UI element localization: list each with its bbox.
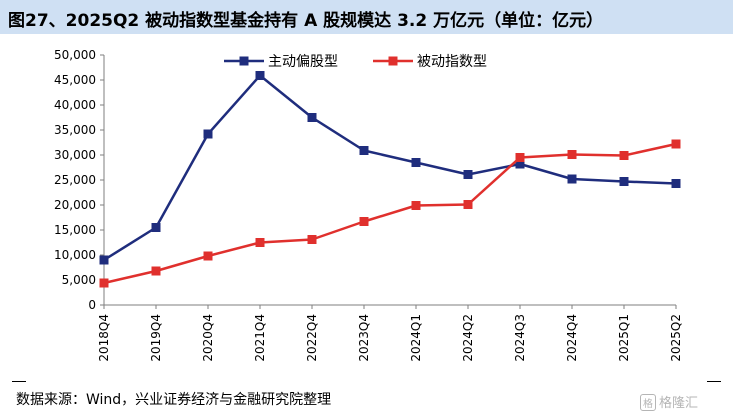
series-line [103, 74, 677, 262]
data-point [619, 177, 629, 186]
data-point [619, 151, 629, 160]
series-line [103, 142, 677, 285]
data-point [359, 217, 369, 226]
watermark-logo-icon: 格 [640, 394, 656, 411]
data-point [463, 170, 473, 179]
page-title: 图27、2025Q2 被动指数型基金持有 A 股规模达 3.2 万亿元（单位：亿… [8, 11, 604, 31]
x-tick-label: 2025Q1 [617, 314, 631, 362]
data-point [411, 201, 421, 210]
series-1 [99, 71, 681, 265]
x-tick-label: 2024Q1 [409, 314, 423, 362]
y-tick-label: 40,000 [54, 98, 96, 112]
y-tick-label: 25,000 [54, 173, 96, 187]
data-point [203, 129, 213, 139]
data-point [515, 159, 525, 169]
legend-label: 主动偏股型 [268, 54, 338, 70]
y-tick-label: 0 [88, 298, 96, 312]
watermark: 格格隆汇 [640, 392, 698, 411]
data-point [411, 158, 421, 167]
footer-rule-right [707, 381, 721, 382]
y-tick-label: 20,000 [54, 198, 96, 212]
x-tick-label: 2021Q4 [253, 314, 267, 362]
data-point [359, 146, 369, 155]
watermark-text: 格隆汇 [659, 396, 699, 411]
data-point [307, 113, 317, 122]
data-point [567, 150, 577, 159]
data-point [151, 223, 161, 232]
title-bar: 图27、2025Q2 被动指数型基金持有 A 股规模达 3.2 万亿元（单位：亿… [0, 0, 733, 34]
y-tick-label: 45,000 [54, 73, 96, 87]
series-2 [99, 139, 681, 288]
x-tick-label: 2025Q2 [669, 314, 683, 362]
y-tick-label: 50,000 [54, 48, 96, 62]
legend-marker [239, 56, 249, 66]
legend-marker [388, 56, 398, 66]
x-tick-label: 2018Q4 [97, 314, 111, 362]
data-point [255, 238, 265, 247]
y-tick-label: 5,000 [62, 273, 96, 287]
footer-rule-left [12, 381, 26, 382]
y-tick-label: 35,000 [54, 123, 96, 137]
source-note: 数据来源：Wind，兴业证券经济与金融研究院整理 [16, 392, 332, 408]
data-point [463, 200, 473, 209]
data-point [671, 179, 681, 188]
x-tick-label: 2024Q2 [461, 314, 475, 362]
data-point [255, 71, 265, 80]
data-point [203, 251, 213, 261]
x-tick-label: 2023Q4 [357, 314, 371, 362]
x-tick-label: 2020Q4 [201, 314, 215, 362]
data-point [307, 235, 317, 244]
data-point [671, 139, 681, 149]
data-point [151, 266, 161, 276]
data-point [515, 153, 525, 162]
chart-series [99, 71, 681, 288]
y-tick-label: 30,000 [54, 148, 96, 162]
x-tick-label: 2024Q4 [565, 314, 579, 362]
y-tick-label: 10,000 [54, 248, 96, 262]
y-tick-label: 15,000 [54, 223, 96, 237]
x-tick-label: 2022Q4 [305, 314, 319, 362]
data-point [99, 278, 109, 288]
x-tick-label: 2024Q3 [513, 314, 527, 362]
line-chart: 0 5,000 10,000 15,000 20,000 25,000 30,000 35,0… [54, 48, 683, 362]
chart-axes: 0 5,000 10,000 15,000 20,000 25,000 30,000 35,0… [54, 48, 683, 362]
chart-legend: 主动偏股型 被动指数型 [224, 54, 487, 70]
data-point [567, 174, 577, 184]
legend-label: 被动指数型 [417, 54, 487, 70]
data-point [99, 255, 109, 265]
x-tick-label: 2019Q4 [149, 314, 163, 362]
